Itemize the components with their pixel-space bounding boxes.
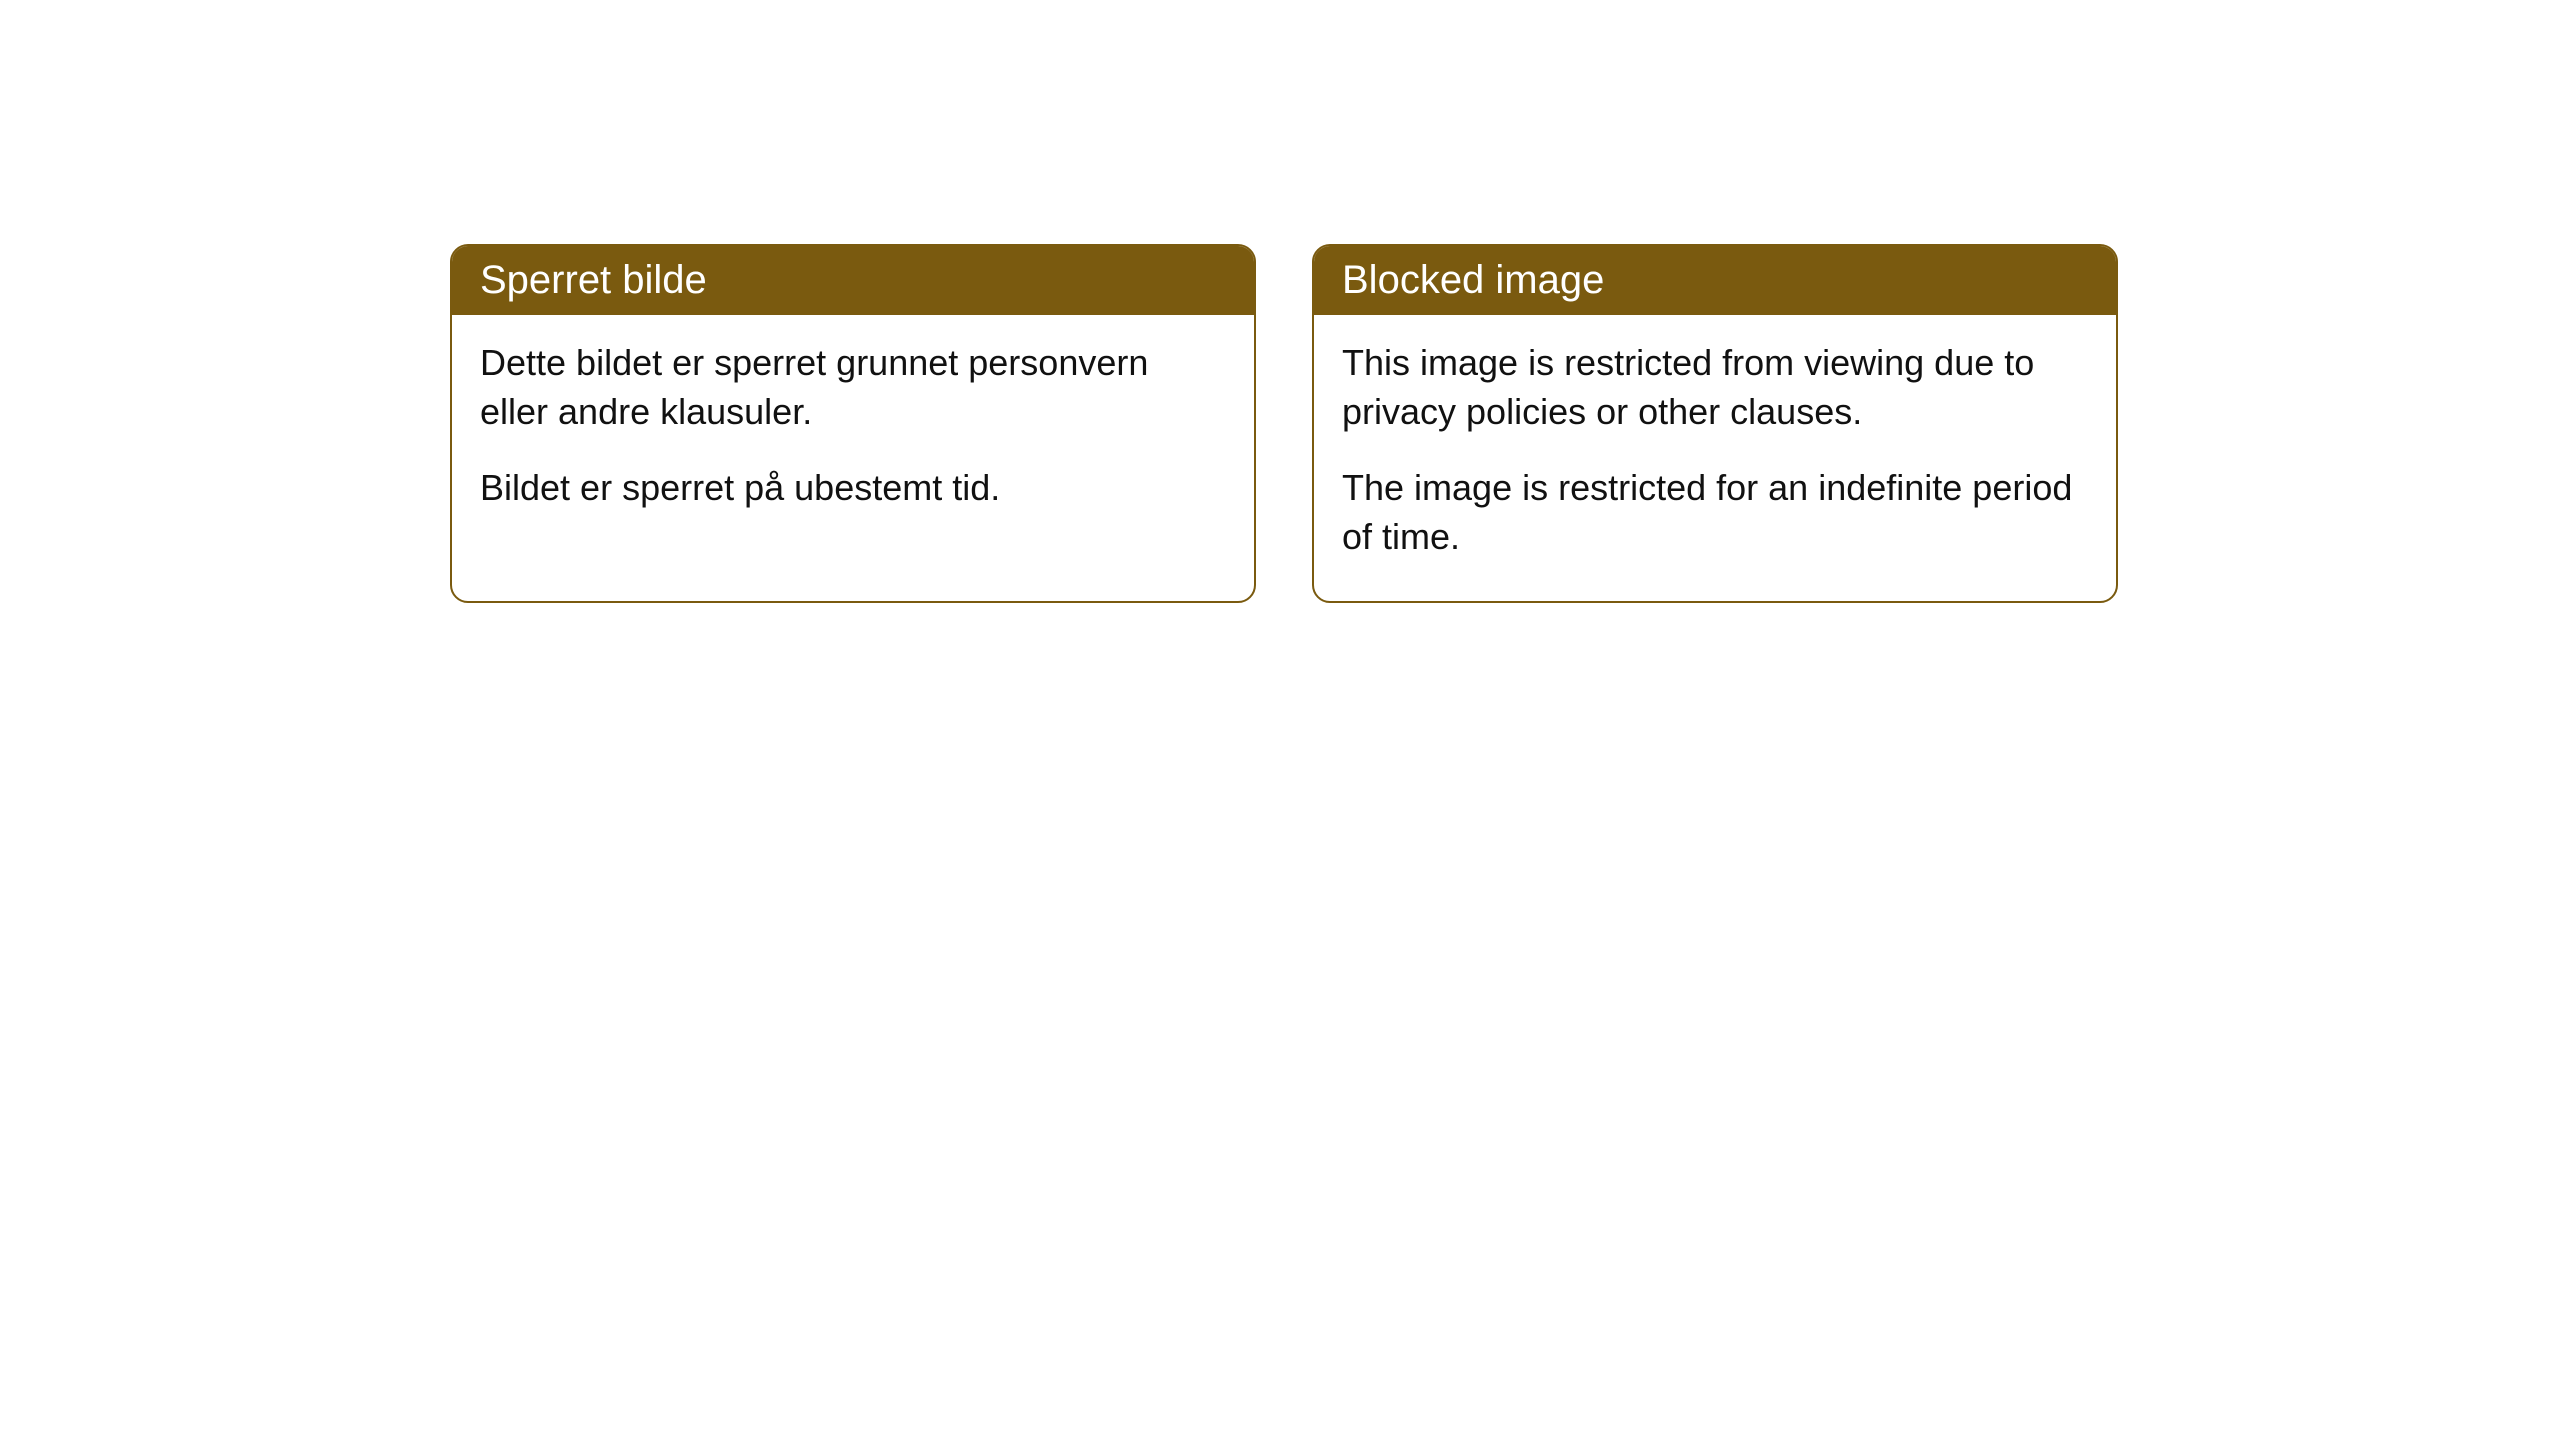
card-paragraph: Dette bildet er sperret grunnet personve… <box>480 339 1226 436</box>
card-body: This image is restricted from viewing du… <box>1314 315 2116 601</box>
card-paragraph: Bildet er sperret på ubestemt tid. <box>480 464 1226 513</box>
notice-card-english: Blocked image This image is restricted f… <box>1312 244 2118 603</box>
card-title: Blocked image <box>1314 246 2116 315</box>
card-body: Dette bildet er sperret grunnet personve… <box>452 315 1254 553</box>
card-paragraph: The image is restricted for an indefinit… <box>1342 464 2088 561</box>
card-paragraph: This image is restricted from viewing du… <box>1342 339 2088 436</box>
notice-card-norwegian: Sperret bilde Dette bildet er sperret gr… <box>450 244 1256 603</box>
notice-cards-container: Sperret bilde Dette bildet er sperret gr… <box>450 244 2118 603</box>
card-title: Sperret bilde <box>452 246 1254 315</box>
